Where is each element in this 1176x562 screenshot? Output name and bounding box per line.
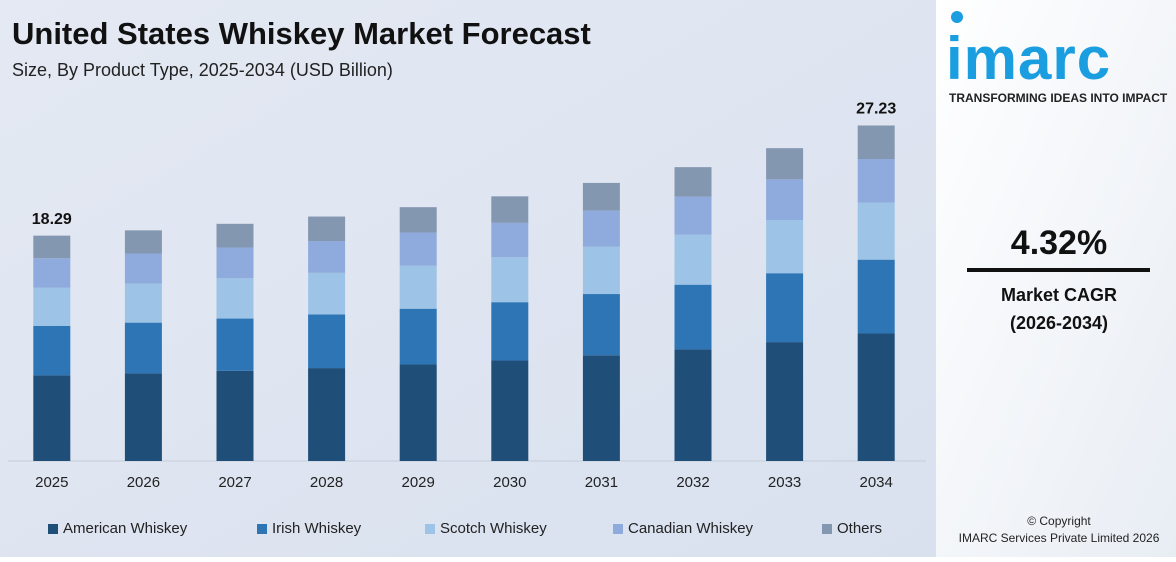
bar-segment [216,278,254,319]
legend-label: American Whiskey [63,520,188,537]
bar-segment [216,370,254,461]
company: IMARC Services Private Limited 2026 [959,531,1160,545]
bar-segment [33,287,71,326]
bar-segment [582,355,620,461]
bar-segment [399,207,437,233]
bar-segment [216,223,254,248]
bar-segment [399,364,437,461]
bar-segment [491,196,529,223]
bar-segment [491,222,529,258]
bar-segment [766,179,804,220]
legend-swatch [425,524,435,534]
bar-segment [33,375,71,461]
legend-swatch [613,524,623,534]
sidebar-background [936,0,1176,557]
x-tick-label: 2027 [218,474,251,491]
x-tick-label: 2028 [310,474,343,491]
bar-segment [857,159,895,203]
legend-label: Others [837,520,882,537]
x-tick-label: 2025 [35,474,68,491]
x-tick-label: 2030 [493,474,526,491]
bar-segment [582,182,620,211]
bar-segment [399,265,437,309]
legend-swatch [48,524,58,534]
bar-segment [674,284,712,350]
x-tick-label: 2033 [768,474,801,491]
bar-segment [124,253,162,284]
legend-label: Irish Whiskey [272,520,362,537]
bar-segment [399,232,437,266]
total-label: 18.29 [32,211,72,228]
tagline: TRANSFORMING IDEAS INTO IMPACT [949,91,1168,105]
logo: imarc [946,25,1111,92]
bar-segment [216,247,254,279]
bar-segment [308,241,346,273]
x-tick-label: 2034 [860,474,893,491]
x-tick-label: 2029 [402,474,435,491]
bar-segment [857,202,895,260]
bar-segment [766,342,804,461]
bar-segment [124,373,162,461]
bar-segment [33,235,71,259]
bar-segment [491,302,529,361]
bar-segment [766,273,804,343]
bar-segment [766,148,804,180]
bar-segment [582,246,620,295]
cagr-label: Market CAGR [1001,285,1117,305]
cagr-period: (2026-2034) [1010,313,1108,333]
x-tick-label: 2032 [676,474,709,491]
chart-title: United States Whiskey Market Forecast [12,16,591,51]
bar-segment [857,259,895,334]
chart-subtitle: Size, By Product Type, 2025-2034 (USD Bi… [12,60,393,80]
x-tick-label: 2026 [127,474,160,491]
bar-segment [491,360,529,461]
bar-segment [124,322,162,374]
bar-segment [399,308,437,365]
bar-segment [124,230,162,254]
total-label: 27.23 [856,101,896,118]
copyright: © Copyright [1027,514,1091,528]
bar-segment [857,333,895,461]
x-tick-label: 2031 [585,474,618,491]
bar-segment [124,283,162,323]
bar-segment [308,368,346,461]
legend-swatch [257,524,267,534]
legend-swatch [822,524,832,534]
bar-segment [33,325,71,376]
bar-segment [674,349,712,461]
bar-segment [491,257,529,303]
bar-segment [766,219,804,274]
bar-segment [308,216,346,242]
legend-label: Scotch Whiskey [440,520,547,537]
bar-segment [216,318,254,371]
legend-label: Canadian Whiskey [628,520,754,537]
bar-segment [582,210,620,247]
logo-dot [951,11,963,23]
bar-segment [582,294,620,356]
bar-segment [674,167,712,197]
bar-segment [308,314,346,369]
bar-segment [857,125,895,160]
bar-segment [674,196,712,235]
bar-segment [33,258,71,288]
bar-segment [308,272,346,315]
bar-segment [674,234,712,285]
cagr-value: 4.32% [1011,224,1107,262]
